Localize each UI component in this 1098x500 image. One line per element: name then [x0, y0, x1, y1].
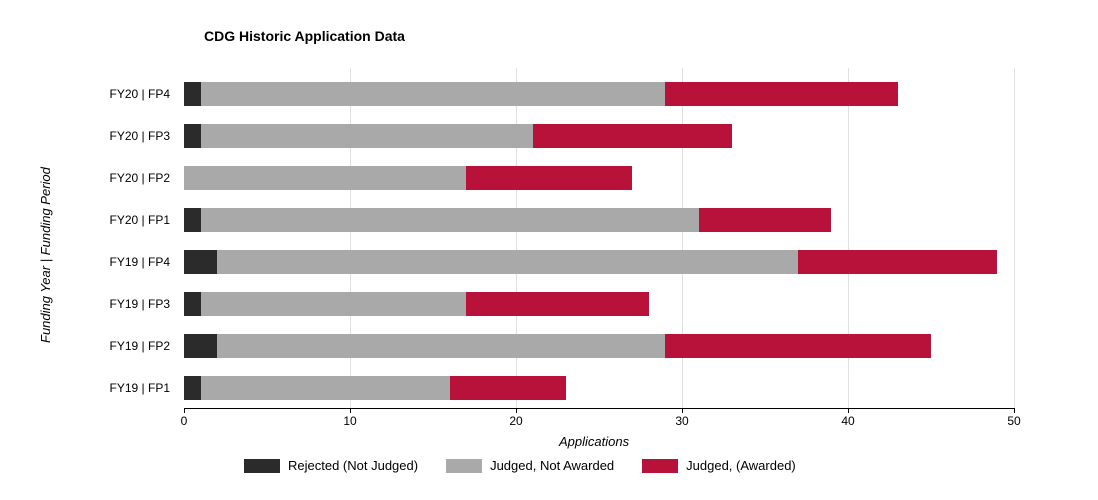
x-tick-label: 30: [675, 414, 688, 428]
x-tick-mark: [184, 408, 185, 413]
bar-segment-judged_not_awarded: [201, 376, 450, 400]
x-tick-label: 10: [343, 414, 356, 428]
y-tick-label: FY20 | FP2: [0, 171, 170, 185]
bar-row: [184, 166, 1014, 190]
bar-segment-judged_awarded: [533, 124, 732, 148]
legend-label: Judged, (Awarded): [686, 458, 796, 473]
bar-segment-rejected: [184, 376, 201, 400]
y-tick-label: FY20 | FP4: [0, 87, 170, 101]
bar-segment-rejected: [184, 292, 201, 316]
legend-item: Judged, (Awarded): [642, 458, 796, 473]
legend-swatch: [642, 459, 678, 473]
bar-segment-judged_not_awarded: [201, 124, 533, 148]
x-tick-mark: [848, 408, 849, 413]
x-tick-mark: [516, 408, 517, 413]
y-tick-label: FY20 | FP1: [0, 213, 170, 227]
bar-row: [184, 292, 1014, 316]
plot-area: [184, 68, 1014, 409]
y-tick-label: FY19 | FP4: [0, 255, 170, 269]
bar-segment-judged_not_awarded: [184, 166, 466, 190]
bar-segment-judged_not_awarded: [217, 334, 665, 358]
bar-segment-judged_awarded: [665, 82, 897, 106]
legend-label: Judged, Not Awarded: [490, 458, 614, 473]
x-tick-label: 50: [1007, 414, 1020, 428]
legend-label: Rejected (Not Judged): [288, 458, 418, 473]
x-tick-mark: [350, 408, 351, 413]
bar-segment-rejected: [184, 124, 201, 148]
x-axis-title: Applications: [559, 434, 629, 449]
bar-segment-judged_awarded: [450, 376, 566, 400]
bar-segment-judged_not_awarded: [201, 82, 666, 106]
bar-segment-rejected: [184, 250, 217, 274]
x-tick-mark: [682, 408, 683, 413]
chart-title: CDG Historic Application Data: [204, 28, 405, 44]
y-tick-label: FY19 | FP3: [0, 297, 170, 311]
bar-segment-judged_not_awarded: [201, 208, 699, 232]
bar-row: [184, 208, 1014, 232]
bar-row: [184, 250, 1014, 274]
bar-segment-rejected: [184, 82, 201, 106]
bar-segment-judged_awarded: [466, 292, 649, 316]
bar-segment-judged_awarded: [798, 250, 997, 274]
x-tick-label: 0: [181, 414, 188, 428]
x-tick-label: 40: [841, 414, 854, 428]
legend-item: Judged, Not Awarded: [446, 458, 614, 473]
y-tick-label: FY19 | FP2: [0, 339, 170, 353]
bar-segment-judged_awarded: [699, 208, 832, 232]
bar-row: [184, 376, 1014, 400]
bar-segment-judged_not_awarded: [201, 292, 467, 316]
bar-row: [184, 82, 1014, 106]
bar-segment-judged_not_awarded: [217, 250, 798, 274]
bar-segment-judged_awarded: [665, 334, 931, 358]
bar-row: [184, 124, 1014, 148]
chart-container: CDG Historic Application Data Funding Ye…: [0, 0, 1098, 500]
bar-segment-rejected: [184, 208, 201, 232]
legend-swatch: [244, 459, 280, 473]
y-tick-label: FY19 | FP1: [0, 381, 170, 395]
legend-item: Rejected (Not Judged): [244, 458, 418, 473]
bar-row: [184, 334, 1014, 358]
x-tick-label: 20: [509, 414, 522, 428]
bar-segment-rejected: [184, 334, 217, 358]
x-tick-mark: [1014, 408, 1015, 413]
bar-segment-judged_awarded: [466, 166, 632, 190]
y-tick-label: FY20 | FP3: [0, 129, 170, 143]
legend-swatch: [446, 459, 482, 473]
gridline: [1014, 68, 1015, 408]
legend: Rejected (Not Judged) Judged, Not Awarded…: [244, 458, 796, 473]
